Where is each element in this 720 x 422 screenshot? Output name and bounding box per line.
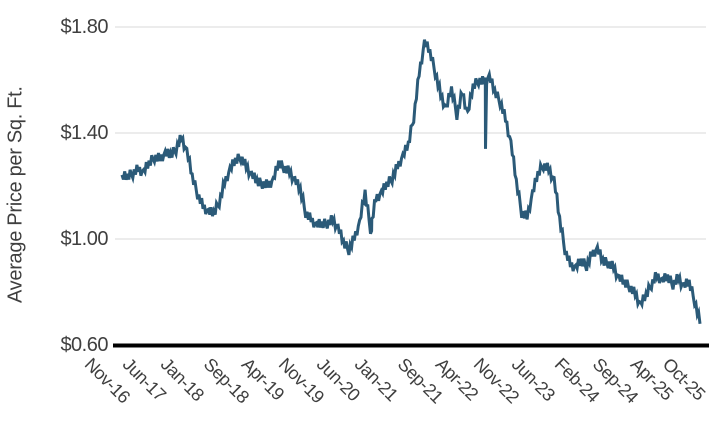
y-tick-label: $1.80 [60, 16, 108, 38]
y-tick-label: $1.40 [60, 122, 108, 144]
y-axis-title: Average Price per Sq. Ft. [4, 86, 27, 304]
x-axis-line [113, 343, 709, 348]
y-tick-label: $1.00 [60, 228, 108, 250]
y-tick-label: $0.60 [60, 334, 108, 356]
price-line [120, 39, 702, 324]
